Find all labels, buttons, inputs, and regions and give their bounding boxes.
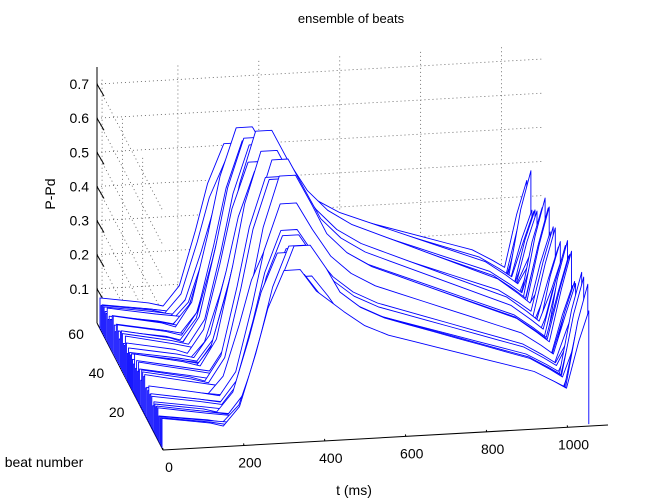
z-tick-label: 0.6 xyxy=(70,110,90,126)
y-tick-label: 60 xyxy=(68,326,84,342)
z-tick-mark xyxy=(96,220,105,233)
z-tick-mark xyxy=(96,186,105,199)
z-tick-label: 0.4 xyxy=(70,178,90,194)
x-tick-label: 400 xyxy=(319,450,343,466)
z-axis-label: P-Pd xyxy=(42,178,58,209)
z-tick-mark xyxy=(96,254,105,267)
chart-title: ensemble of beats xyxy=(298,11,405,26)
z-tick-label: 0.2 xyxy=(70,247,90,263)
z-tick-label: 0.1 xyxy=(70,281,90,297)
y-tick-label: 40 xyxy=(89,365,105,381)
z-tick-mark xyxy=(96,83,105,97)
x-axis-label: t (ms) xyxy=(336,482,372,498)
x-axis-line xyxy=(162,424,609,451)
y-tick-label: 20 xyxy=(109,404,125,420)
beat-series xyxy=(99,126,590,448)
beat-line xyxy=(161,269,590,448)
tick-labels: 0 200 400 600 800 1000 20 40 60 0.1 0.2 0.3 0.4 0.5 0.… xyxy=(68,76,589,475)
x-tick-label: 1000 xyxy=(558,436,589,452)
z-tick-label: 0.7 xyxy=(70,76,90,92)
z-tick-label: 0.5 xyxy=(70,144,90,160)
x-tick-label: 200 xyxy=(238,454,262,470)
z-tick-mark xyxy=(96,152,105,165)
y-axis-label: beat number xyxy=(5,454,84,470)
z-tick-label: 0.3 xyxy=(70,213,90,229)
x-tick-label: 800 xyxy=(481,441,505,457)
x-tick-label: 600 xyxy=(400,445,424,461)
x-tick-label: 0 xyxy=(165,459,173,475)
z-tick-mark xyxy=(96,117,105,131)
